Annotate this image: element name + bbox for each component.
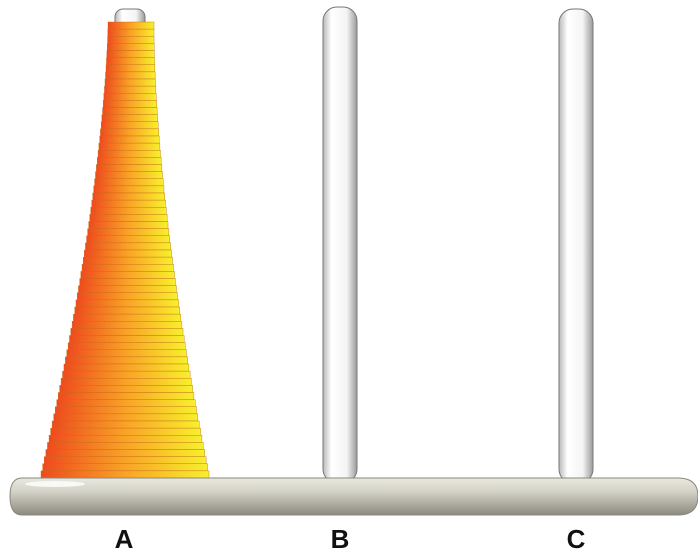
disk: [48, 435, 203, 443]
pegs: [114, 6, 594, 484]
disk: [73, 313, 181, 322]
disk: [99, 135, 160, 144]
disk: [107, 21, 155, 30]
disk: [97, 157, 162, 165]
disk: [103, 93, 157, 101]
disk: [88, 221, 169, 229]
disk: [102, 107, 158, 115]
disk: [53, 413, 199, 422]
disk: [67, 342, 186, 350]
disk: [90, 207, 167, 215]
disk: [82, 256, 173, 265]
disk: [79, 278, 176, 286]
disk: [75, 299, 179, 308]
disk: [105, 64, 156, 73]
disk: [95, 171, 163, 179]
disk: [106, 50, 155, 58]
base: [9, 477, 698, 516]
disk: [71, 321, 183, 329]
base-highlight: [25, 481, 85, 487]
disk: [103, 100, 157, 108]
disk: [91, 199, 166, 208]
disk: [100, 128, 159, 137]
disk: [42, 463, 208, 472]
disk: [104, 85, 157, 94]
disk: [54, 406, 197, 415]
peg-label: B: [331, 524, 350, 553]
disk: [85, 242, 171, 251]
disk: [105, 71, 156, 80]
disk: [47, 442, 204, 450]
disk: [77, 292, 178, 301]
disk: [104, 78, 156, 87]
disk: [51, 420, 200, 429]
disk-stack: [40, 21, 210, 479]
disk: [89, 214, 168, 222]
peg: [558, 8, 594, 484]
disk: [57, 392, 195, 400]
disk: [100, 121, 159, 130]
disk: [60, 378, 192, 386]
disk: [66, 349, 187, 358]
disk: [44, 456, 207, 464]
disk: [96, 164, 163, 172]
peg-label: C: [567, 524, 586, 553]
disk: [107, 28, 155, 37]
peg: [322, 6, 358, 484]
peg-label: A: [115, 524, 134, 553]
disk: [97, 150, 161, 158]
disk: [45, 449, 205, 457]
disk: [86, 235, 170, 244]
disk: [78, 285, 177, 293]
disk: [40, 470, 210, 479]
disk: [107, 43, 155, 51]
disk: [98, 142, 161, 151]
disk: [101, 114, 158, 122]
disk: [65, 356, 188, 365]
disk: [94, 178, 164, 187]
disk: [84, 249, 172, 258]
disk: [63, 363, 190, 372]
disk: [107, 36, 155, 44]
disk: [69, 335, 185, 343]
disk: [81, 264, 174, 272]
disk: [50, 427, 201, 436]
disk: [56, 399, 196, 407]
disk: [87, 228, 170, 236]
disk: [106, 57, 155, 65]
disk: [70, 328, 184, 336]
disk: [80, 271, 175, 279]
disk: [92, 192, 165, 201]
disk: [62, 370, 191, 379]
disk: [59, 385, 193, 393]
disk: [74, 306, 180, 315]
disk: [93, 185, 165, 194]
